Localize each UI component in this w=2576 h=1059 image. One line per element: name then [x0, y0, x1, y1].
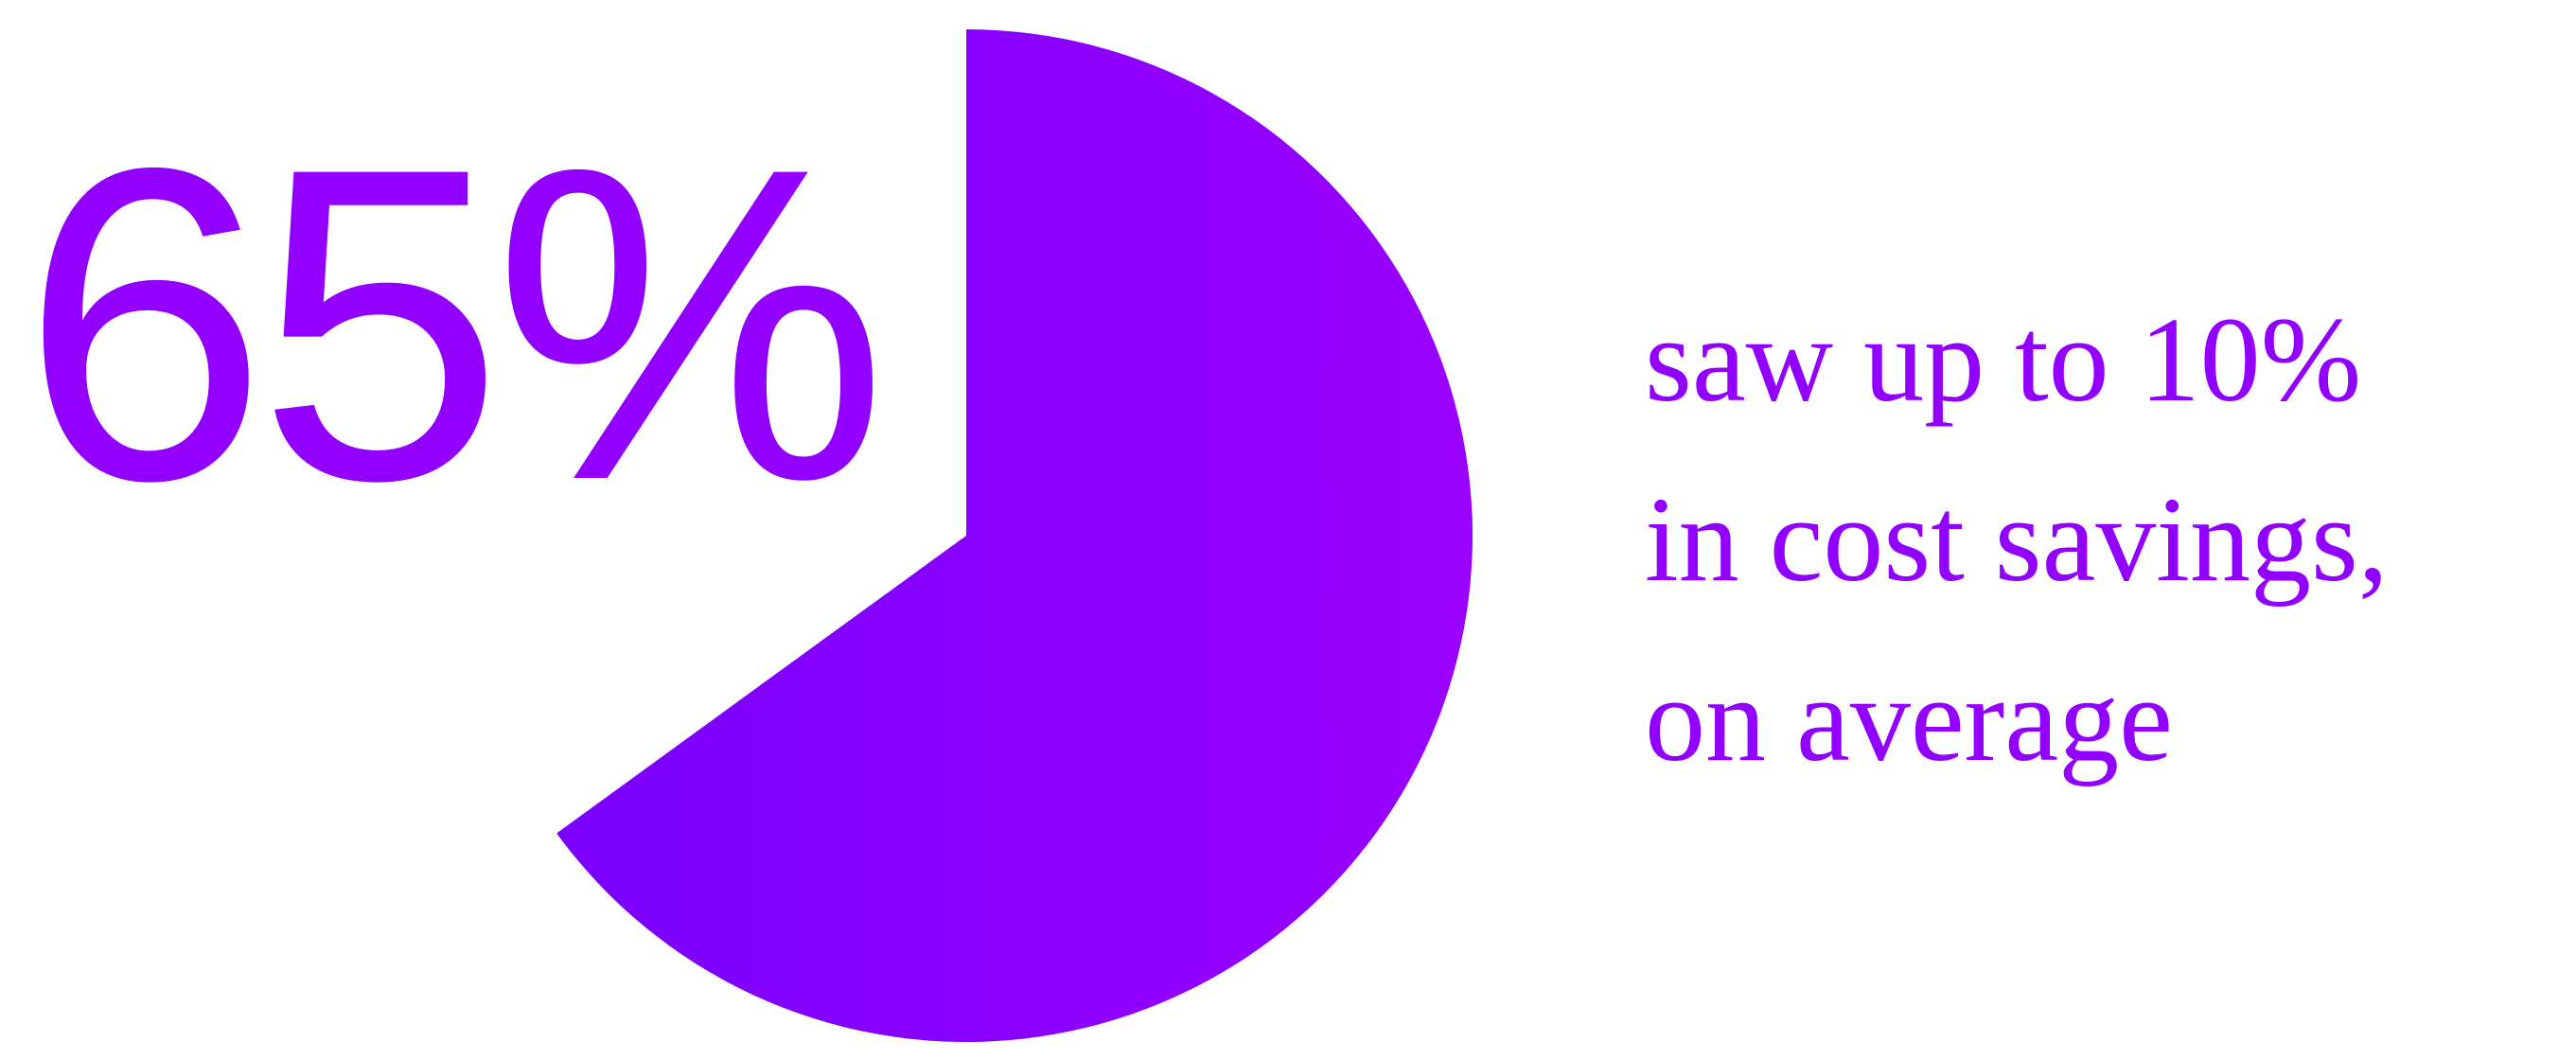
pie-slice-65	[556, 29, 1473, 1042]
stat-caption: saw up to 10% in cost savings, on averag…	[1645, 270, 2389, 809]
stat-percentage: 65%	[21, 76, 889, 573]
caption-line-2: in cost savings,	[1645, 472, 2389, 607]
caption-line-1: saw up to 10%	[1645, 292, 2362, 427]
caption-line-3: on average	[1645, 652, 2173, 786]
